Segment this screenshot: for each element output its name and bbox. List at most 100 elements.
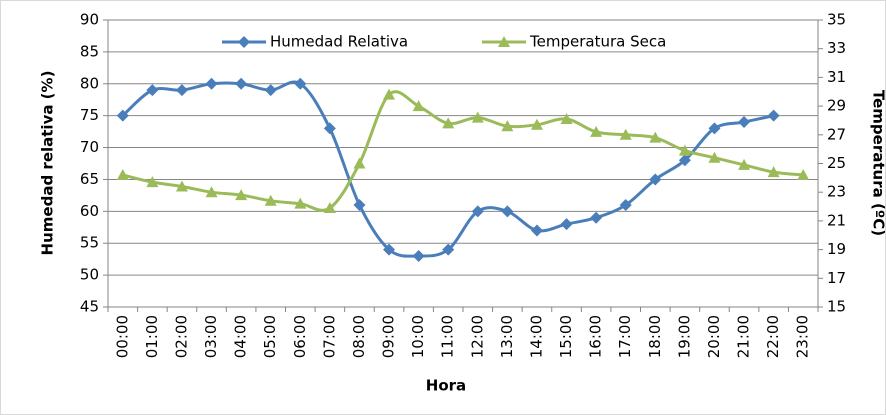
marker bbox=[708, 151, 721, 163]
x-tick-label: 10:00 bbox=[409, 315, 427, 358]
marker bbox=[530, 118, 543, 130]
marker bbox=[146, 176, 159, 188]
marker bbox=[294, 197, 307, 209]
y2-tick-label: 35 bbox=[827, 11, 846, 29]
x-tick-label: 18:00 bbox=[646, 315, 664, 358]
marker bbox=[530, 224, 543, 237]
x-axis-title: Hora bbox=[426, 377, 466, 395]
marker bbox=[560, 113, 573, 125]
marker bbox=[412, 249, 425, 262]
y-axis-title: Humedad relativa (%) bbox=[39, 71, 57, 256]
marker bbox=[264, 84, 277, 97]
marker bbox=[767, 109, 780, 122]
marker bbox=[649, 173, 662, 186]
x-tick-label: 14:00 bbox=[527, 315, 545, 358]
x-tick-label: 23:00 bbox=[794, 315, 812, 358]
y2-tick-label: 17 bbox=[827, 269, 846, 287]
x-tick-label: 05:00 bbox=[261, 315, 279, 358]
x-tick-label: 13:00 bbox=[498, 315, 516, 358]
x-tick-label: 00:00 bbox=[113, 315, 131, 358]
marker bbox=[323, 122, 336, 135]
y2-tick-label: 25 bbox=[827, 154, 846, 172]
y-tick-label: 55 bbox=[80, 234, 99, 252]
x-tick-label: 04:00 bbox=[232, 315, 250, 358]
y2-tick-label: 15 bbox=[827, 298, 846, 316]
x-tick-label: 02:00 bbox=[172, 315, 190, 358]
y-tick-label: 90 bbox=[80, 11, 99, 29]
marker bbox=[678, 144, 691, 156]
x-tick-label: 01:00 bbox=[143, 315, 161, 358]
x-tick-label: 17:00 bbox=[616, 315, 634, 358]
marker bbox=[738, 158, 751, 170]
legend-marker bbox=[498, 36, 510, 47]
marker bbox=[678, 154, 691, 167]
y-tick-label: 50 bbox=[80, 266, 99, 284]
x-tick-label: 20:00 bbox=[705, 315, 723, 358]
x-tick-label: 03:00 bbox=[202, 315, 220, 358]
marker bbox=[708, 122, 721, 135]
y2-tick-label: 29 bbox=[827, 97, 846, 115]
x-tick-label: 08:00 bbox=[350, 315, 368, 358]
marker bbox=[235, 189, 248, 201]
marker bbox=[619, 198, 632, 211]
marker bbox=[442, 243, 455, 256]
marker bbox=[353, 157, 366, 169]
y2-tick-label: 27 bbox=[827, 125, 846, 143]
y-tick-label: 65 bbox=[80, 170, 99, 188]
marker bbox=[471, 205, 484, 218]
marker bbox=[116, 109, 129, 122]
y-tick-label: 85 bbox=[80, 42, 99, 60]
y2-tick-label: 31 bbox=[827, 68, 846, 86]
marker bbox=[471, 111, 484, 123]
marker bbox=[383, 88, 396, 100]
marker bbox=[619, 128, 632, 140]
y2-tick-label: 23 bbox=[827, 183, 846, 201]
y-tick-label: 70 bbox=[80, 138, 99, 156]
x-tick-label: 21:00 bbox=[735, 315, 753, 358]
marker bbox=[264, 194, 277, 206]
marker bbox=[501, 205, 514, 218]
x-tick-label: 19:00 bbox=[675, 315, 693, 358]
marker bbox=[738, 116, 751, 129]
y-tick-label: 75 bbox=[80, 106, 99, 124]
x-tick-label: 22:00 bbox=[764, 315, 782, 358]
marker bbox=[205, 77, 218, 90]
marker bbox=[560, 218, 573, 231]
marker bbox=[235, 77, 248, 90]
marker bbox=[205, 186, 218, 198]
y-tick-label: 45 bbox=[80, 298, 99, 316]
y2-tick-label: 21 bbox=[827, 211, 846, 229]
marker bbox=[175, 180, 188, 192]
marker bbox=[590, 211, 603, 224]
marker bbox=[590, 125, 603, 137]
x-tick-label: 16:00 bbox=[587, 315, 605, 358]
marker bbox=[146, 84, 159, 97]
x-tick-label: 09:00 bbox=[380, 315, 398, 358]
x-tick-label: 07:00 bbox=[320, 315, 338, 358]
marker bbox=[442, 117, 455, 129]
y2-tick-label: 19 bbox=[827, 240, 846, 258]
x-tick-label: 12:00 bbox=[468, 315, 486, 358]
legend-label: Temperatura Seca bbox=[529, 33, 666, 51]
marker bbox=[175, 84, 188, 97]
marker bbox=[383, 243, 396, 256]
marker bbox=[323, 201, 336, 213]
marker bbox=[501, 120, 514, 132]
legend-label: Humedad Relativa bbox=[270, 33, 408, 51]
legend-marker bbox=[238, 36, 250, 48]
marker bbox=[649, 131, 662, 143]
x-tick-label: 11:00 bbox=[439, 315, 457, 358]
y-tick-label: 60 bbox=[80, 202, 99, 220]
x-tick-label: 06:00 bbox=[291, 315, 309, 358]
marker bbox=[767, 166, 780, 178]
x-tick-label: 15:00 bbox=[557, 315, 575, 358]
marker bbox=[797, 168, 810, 180]
y2-tick-label: 33 bbox=[827, 39, 846, 57]
marker bbox=[412, 100, 425, 112]
marker bbox=[116, 168, 129, 180]
y2-axis-title: Temperatura (ºC) bbox=[870, 90, 886, 236]
marker bbox=[353, 198, 366, 211]
y-tick-label: 80 bbox=[80, 74, 99, 92]
